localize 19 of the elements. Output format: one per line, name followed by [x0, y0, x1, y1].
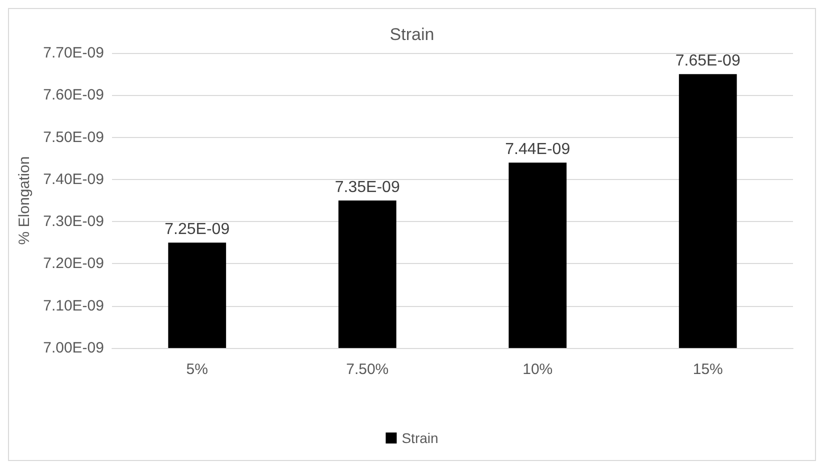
data-label: 7.44E-09 [505, 141, 570, 158]
y-tick-label: 7.70E-09 [43, 44, 104, 62]
y-tick-label: 7.40E-09 [43, 170, 104, 188]
legend-label: Strain [402, 430, 438, 446]
data-label: 7.25E-09 [164, 221, 230, 238]
y-tick-label: 7.10E-09 [43, 297, 104, 314]
y-tick-label: 7.20E-09 [43, 255, 104, 272]
x-tick-label: 7.50% [346, 361, 389, 378]
x-tick-label: 10% [522, 361, 553, 378]
y-tick-label: 7.50E-09 [43, 128, 104, 146]
y-tick-label: 7.30E-09 [43, 213, 104, 230]
data-label: 7.65E-09 [675, 52, 740, 70]
y-axis-title: % Elongation [16, 156, 33, 245]
x-tick-label: 5% [186, 361, 208, 378]
data-label: 7.35E-09 [334, 179, 400, 196]
x-tick-label: 15% [692, 361, 723, 378]
y-tick-label: 7.60E-09 [43, 86, 104, 104]
chart-title: Strain [390, 25, 434, 44]
y-tick-label: 7.00E-09 [43, 340, 104, 356]
